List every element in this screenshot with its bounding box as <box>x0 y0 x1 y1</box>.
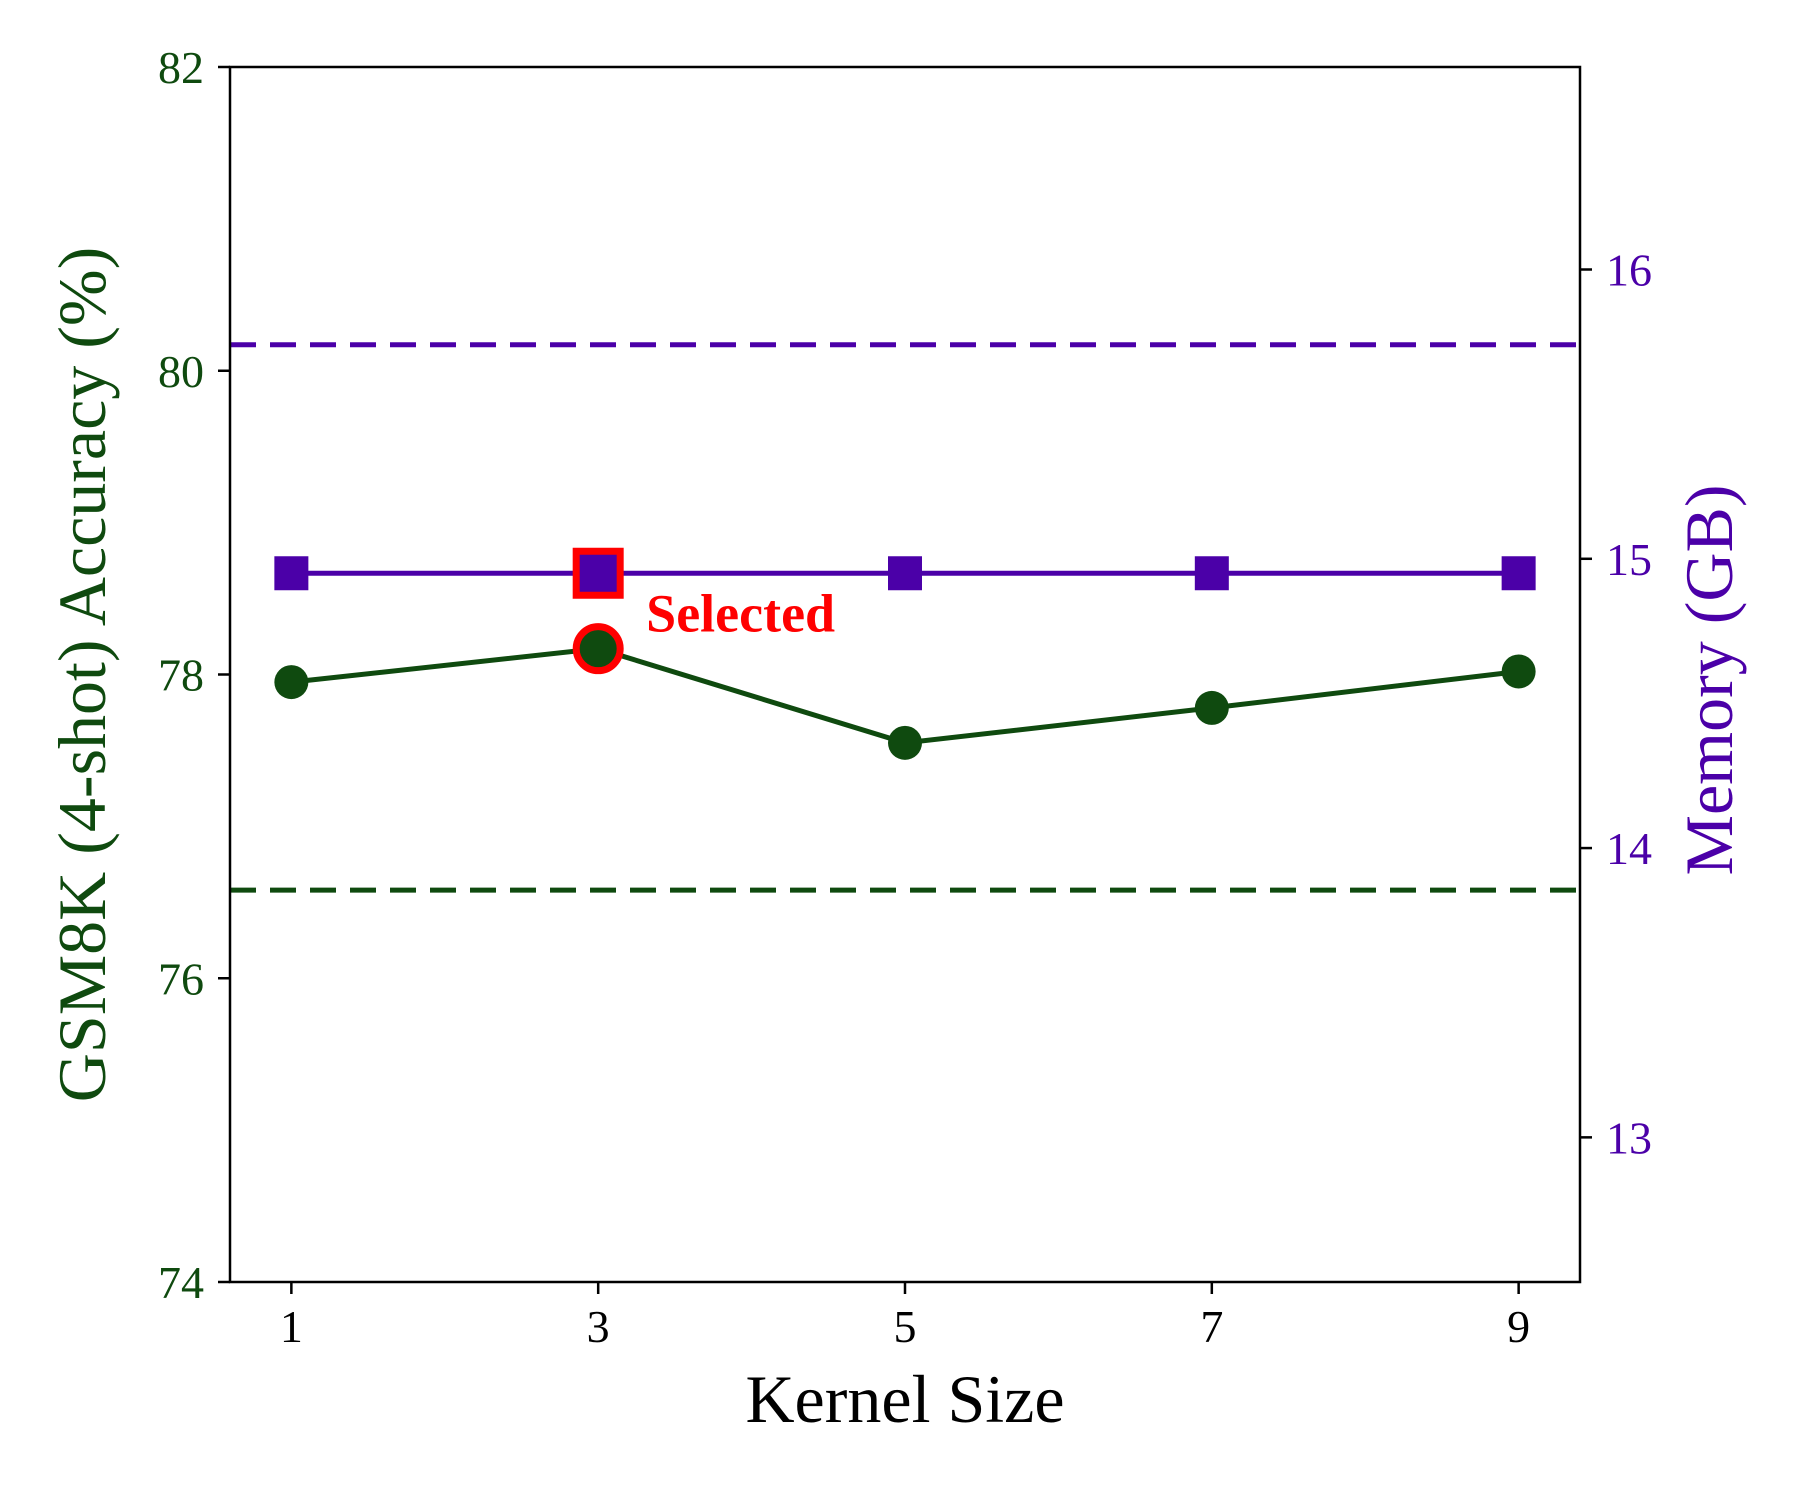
x-axis: 1 3 5 7 9 <box>280 1282 1530 1352</box>
selected-label: Selected <box>646 583 835 643</box>
y-left-tick-label: 82 <box>158 42 204 93</box>
y-left-tick-label: 74 <box>158 1257 204 1308</box>
x-tick-label: 1 <box>280 1301 303 1352</box>
x-tick-label: 3 <box>587 1301 610 1352</box>
x-tick-label: 5 <box>894 1301 917 1352</box>
circle-marker <box>1194 690 1229 725</box>
y-axis-left: 74 76 78 80 82 <box>158 42 230 1308</box>
x-axis-title: Kernel Size <box>745 1361 1064 1437</box>
series-lines <box>291 570 1519 746</box>
square-marker <box>1194 556 1229 591</box>
circle-marker <box>274 665 309 700</box>
y-axis-left-title: GSM8K (4-shot) Accuracy (%) <box>44 247 120 1102</box>
selected-circle-marker <box>572 623 624 675</box>
series-markers <box>274 556 1536 760</box>
y-axis-right-title: Memory (GB) <box>1671 485 1747 876</box>
square-marker <box>888 556 922 591</box>
y-right-tick-label: 16 <box>1606 245 1652 296</box>
y-right-tick-label: 13 <box>1606 1112 1652 1163</box>
circle-marker <box>1501 654 1536 689</box>
y-left-tick-label: 78 <box>158 650 204 701</box>
y-left-tick-label: 76 <box>158 953 204 1004</box>
selected-highlight <box>572 547 624 675</box>
x-tick-label: 7 <box>1200 1301 1223 1352</box>
square-marker <box>1501 556 1536 591</box>
y-axis-right: 13 14 15 16 <box>1580 245 1652 1163</box>
y-left-tick-label: 80 <box>158 346 204 397</box>
x-tick-label: 9 <box>1507 1301 1530 1352</box>
y-right-tick-label: 14 <box>1606 823 1652 874</box>
square-marker <box>274 556 309 591</box>
y-right-tick-label: 15 <box>1606 534 1652 585</box>
plot-frame <box>228 65 1582 1284</box>
selected-square-marker <box>572 547 624 599</box>
reference-lines <box>230 342 1580 893</box>
circle-marker <box>888 725 922 760</box>
